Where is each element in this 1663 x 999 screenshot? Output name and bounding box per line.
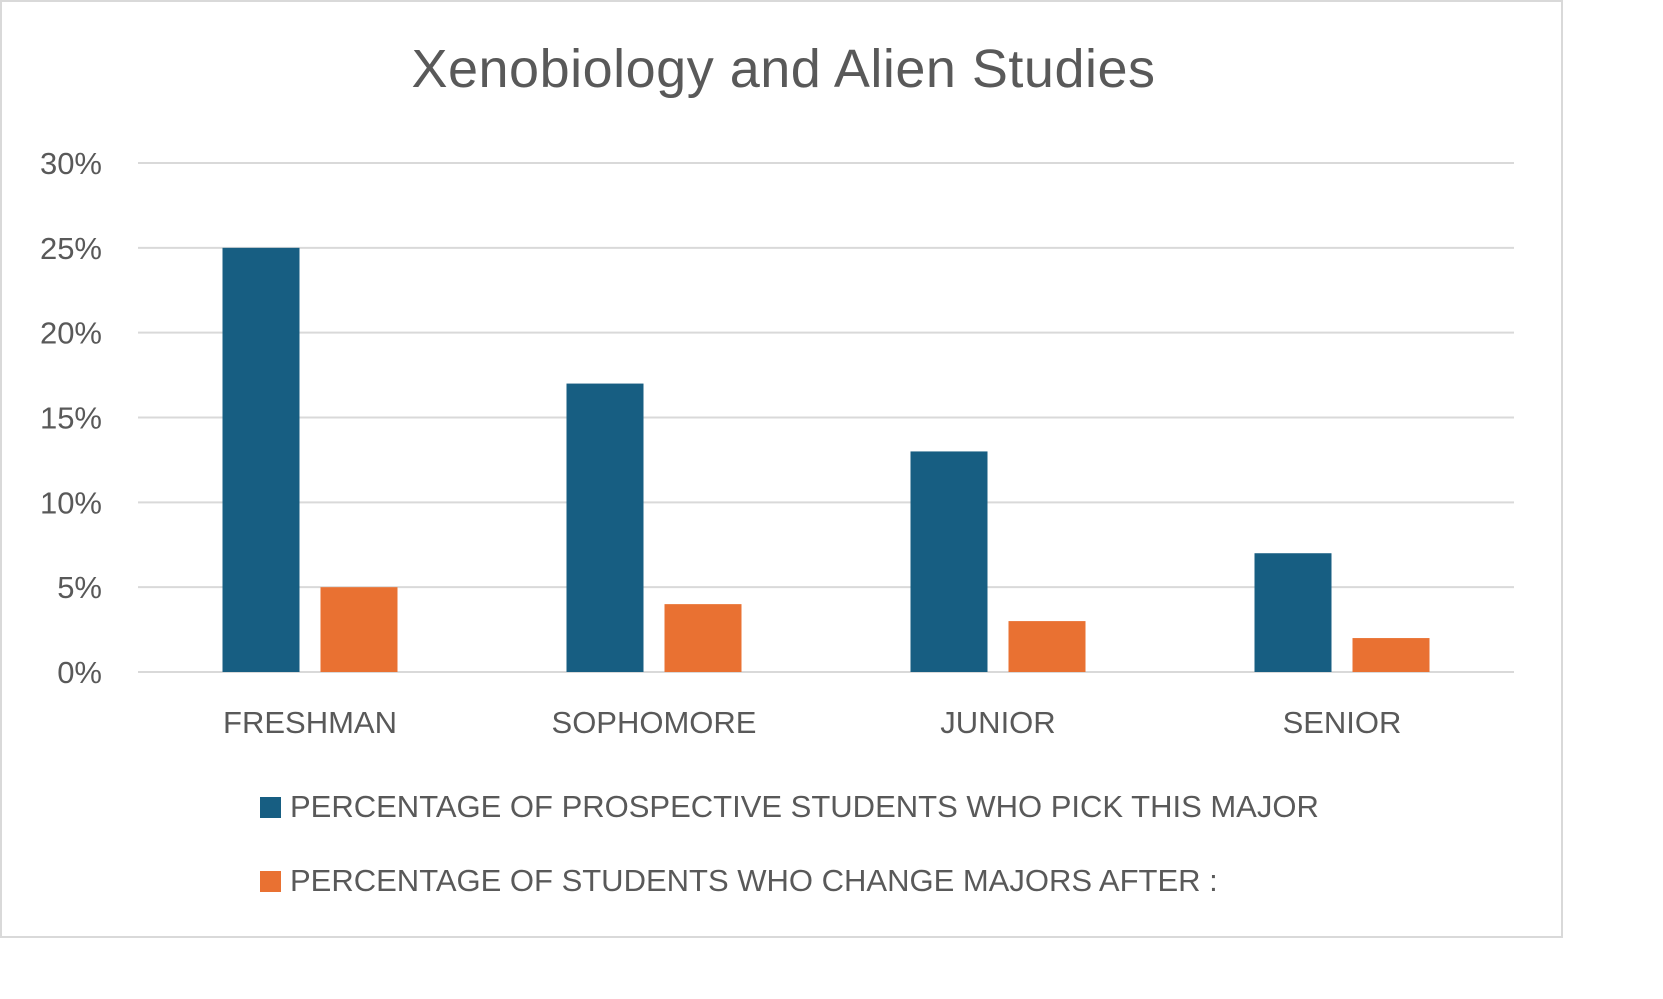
- legend-swatch-change-majors: [260, 870, 281, 892]
- x-tick-label: SENIOR: [1283, 705, 1402, 740]
- legend-item-prospective: PERCENTAGE OF PROSPECTIVE STUDENTS WHO P…: [260, 782, 1319, 832]
- bar-prospective: [1254, 553, 1332, 672]
- chart-legend: PERCENTAGE OF PROSPECTIVE STUDENTS WHO P…: [260, 782, 1319, 930]
- bar-prospective: [222, 247, 300, 673]
- bar-change-majors: [320, 587, 398, 672]
- legend-item-change-majors: PERCENTAGE OF STUDENTS WHO CHANGE MAJORS…: [260, 856, 1319, 906]
- x-tick-label: FRESHMAN: [223, 705, 397, 740]
- bar-change-majors: [664, 604, 742, 672]
- legend-label-change-majors: PERCENTAGE OF STUDENTS WHO CHANGE MAJORS…: [290, 863, 1218, 898]
- chart-title: Xenobiology and Alien Studies: [411, 39, 1156, 99]
- bar-change-majors: [1352, 638, 1430, 672]
- chart-frame: Xenobiology and Alien Studies 0% 5% 10% 15%…: [0, 0, 1563, 938]
- y-tick-label: 15%: [40, 401, 102, 436]
- bar-prospective: [566, 383, 644, 672]
- y-tick-label: 30%: [40, 146, 102, 181]
- y-tick-label: 5%: [57, 570, 102, 605]
- y-tick-label: 0%: [57, 655, 102, 690]
- bar-change-majors: [1008, 621, 1086, 672]
- legend-label-prospective: PERCENTAGE OF PROSPECTIVE STUDENTS WHO P…: [290, 789, 1319, 824]
- y-tick-label: 25%: [40, 231, 102, 266]
- bar-chart-plot: 0% 5% 10% 15% 20% 25% 30% FRESHMAN SOPHOMORE JUNI…: [40, 146, 1514, 740]
- bar-prospective: [910, 451, 988, 672]
- legend-swatch-prospective: [260, 796, 281, 818]
- x-tick-label: JUNIOR: [940, 705, 1055, 740]
- x-tick-label: SOPHOMORE: [552, 705, 757, 740]
- y-tick-label: 10%: [40, 485, 102, 520]
- y-tick-label: 20%: [40, 316, 102, 351]
